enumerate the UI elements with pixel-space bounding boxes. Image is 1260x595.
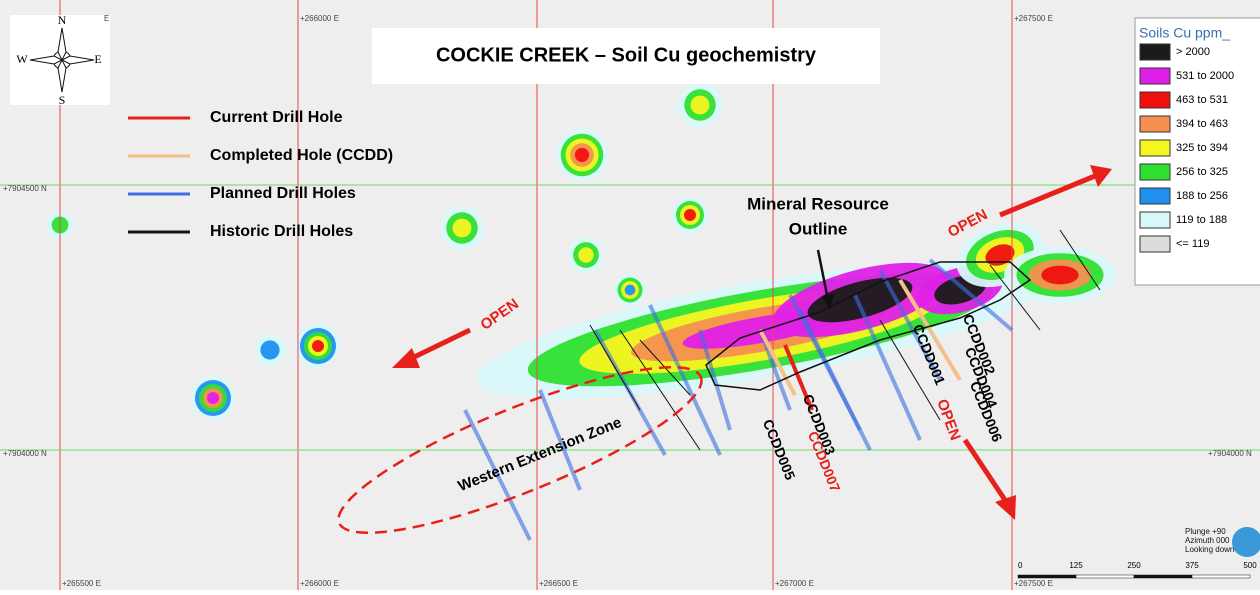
compass-rose: [29, 27, 95, 93]
planned-hole: [538, 389, 582, 491]
anomaly: [807, 277, 913, 323]
compass-west: W: [16, 52, 28, 66]
open-arrows: [392, 165, 1112, 520]
legend-label: 325 to 394: [1176, 142, 1228, 154]
planned-hole: [698, 329, 732, 431]
legend-swatch: [1139, 235, 1171, 253]
annotation: Outline: [789, 219, 848, 238]
planned-hole: [878, 269, 942, 381]
completed-hole: [758, 329, 797, 396]
completed-hole: [898, 278, 962, 382]
anomaly: [207, 392, 219, 404]
color-legend-title: Soils Cu ppm_: [1139, 25, 1230, 41]
grid-label: +7904000 N: [3, 449, 47, 458]
anomaly: [260, 340, 280, 360]
outline-pointer-head: [822, 294, 834, 310]
scale-label: 375: [1185, 561, 1199, 570]
compass-north: N: [58, 13, 67, 27]
scale-label: 125: [1069, 561, 1083, 570]
grid-label: +267000 E: [775, 579, 814, 588]
legend-swatch: [1139, 43, 1171, 61]
legend-swatch: [1139, 115, 1171, 133]
grid-label: +7904000 N: [1208, 449, 1252, 458]
grid-label: +267500 E: [1014, 14, 1053, 23]
scale-label: 500: [1243, 561, 1257, 570]
scale-segment: [1017, 574, 1077, 579]
grid-label: +266500 E: [539, 579, 578, 588]
grid-label: E: [104, 14, 109, 23]
northing-lines: [0, 184, 1260, 451]
anomaly: [1041, 265, 1079, 285]
historic-hole: [989, 264, 1041, 331]
legend-swatch: [1139, 67, 1171, 85]
legend-label: Historic Drill Holes: [210, 223, 353, 240]
scale-label: 0: [1018, 561, 1023, 570]
title: COCKIE CREEK – Soil Cu geochemistry: [436, 44, 817, 66]
scale-segment: [1191, 574, 1251, 579]
scale-label: 250: [1127, 561, 1141, 570]
outline-pointer: [816, 249, 830, 301]
line-legend: Current Drill Hole Completed Hole (CCDD) P…: [128, 109, 393, 240]
grid-label: +266000 E: [300, 579, 339, 588]
scale-segment: [1133, 574, 1193, 579]
planned-hole: [463, 409, 532, 541]
annotation: Mineral Resource: [747, 194, 889, 213]
anomaly: [578, 247, 594, 263]
legend-label: Planned Drill Holes: [210, 185, 356, 202]
planned-hole: [928, 258, 1014, 332]
view-info: Plunge +90: [1185, 527, 1226, 536]
legend-swatch: [1139, 187, 1171, 205]
color-legend: > 2000 531 to 2000 463 to 531 394 to 463 325…: [1139, 43, 1234, 253]
title-box: [372, 28, 880, 84]
historic-hole: [1059, 229, 1101, 291]
legend-swatch: [1139, 211, 1171, 229]
grid-label: +265500 E: [62, 579, 101, 588]
grid-label: +266000 E: [300, 14, 339, 23]
compass-south: S: [59, 93, 66, 107]
legend-label: > 2000: [1176, 46, 1210, 58]
legend-label: 188 to 256: [1176, 190, 1228, 202]
legend-label: Completed Hole (CCDD): [210, 147, 393, 164]
historic-hole: [619, 329, 701, 451]
legend-label: 463 to 531: [1176, 94, 1228, 106]
anomaly: [985, 244, 1015, 266]
legend-swatch: [1139, 139, 1171, 157]
grid-label: +267500 E: [1014, 579, 1053, 588]
current-hole: [783, 344, 814, 411]
scale-segment: [1075, 574, 1135, 579]
compass-east: E: [94, 52, 101, 66]
anomaly: [452, 218, 472, 238]
anomaly: [312, 340, 324, 352]
scale-bar: 0 125 250 375 500: [1017, 561, 1257, 579]
view-info: Azimuth 000: [1185, 536, 1230, 545]
anomaly: [624, 284, 636, 296]
anomaly: [684, 209, 696, 221]
anomaly: [574, 147, 590, 163]
planned-hole: [648, 304, 722, 456]
historic-hole: [589, 324, 641, 411]
anomaly: [690, 95, 710, 115]
legend-label: 531 to 2000: [1176, 70, 1234, 82]
view-globe: [1232, 527, 1260, 557]
planned-hole: [853, 294, 922, 441]
legend-label: 256 to 325: [1176, 166, 1228, 178]
drill-holes: [463, 229, 1101, 541]
grid-label: +7904500 N: [3, 184, 47, 193]
western-zone-outline: [337, 365, 703, 535]
legend-label: 394 to 463: [1176, 118, 1228, 130]
legend-label: <= 119: [1176, 238, 1209, 250]
legend-label: 119 to 188: [1176, 214, 1227, 226]
planned-hole: [798, 309, 872, 451]
legend-swatch: [1139, 91, 1171, 109]
legend-swatch: [1139, 163, 1171, 181]
legend-label: Current Drill Hole: [210, 109, 343, 126]
view-info: Looking down: [1185, 545, 1234, 554]
